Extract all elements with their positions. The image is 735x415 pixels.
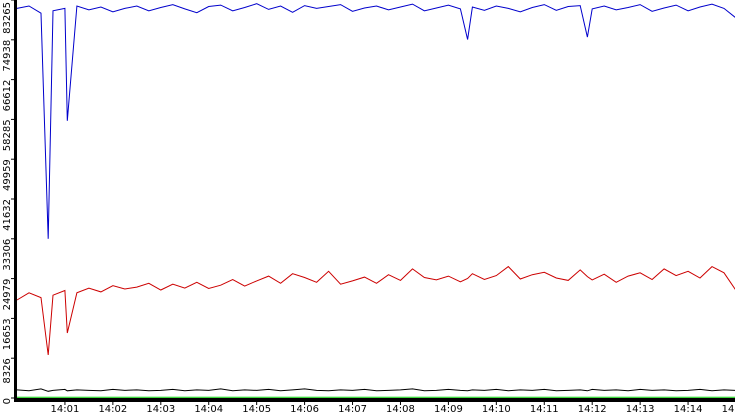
y-tick-label: 74938 — [2, 40, 13, 72]
x-tick-label: 14:08 — [386, 404, 415, 415]
x-axis — [14, 398, 735, 402]
x-tick-label: 14:06 — [290, 404, 319, 415]
y-tick-label: 49959 — [2, 159, 13, 191]
x-tick-label: 14:01 — [51, 404, 80, 415]
x-tick-label: 14:15 — [722, 404, 735, 415]
y-tick-label: 83265 — [2, 2, 13, 34]
x-tick-label: 14:11 — [530, 404, 559, 415]
x-tick-label: 14:07 — [338, 404, 367, 415]
x-tick-label: 14:05 — [242, 404, 271, 415]
x-tick-label: 14:03 — [146, 404, 175, 415]
x-tick-label: 14:02 — [98, 404, 127, 415]
y-tick-label: 0 — [2, 398, 13, 404]
series-line — [16, 3, 735, 239]
x-tick-label: 14:14 — [674, 404, 703, 415]
y-tick-label: 33306 — [2, 239, 13, 271]
x-tick-label: 14:13 — [626, 404, 655, 415]
y-tick-label: 66612 — [2, 80, 13, 112]
y-axis — [14, 0, 17, 401]
x-tick-label: 14:12 — [578, 404, 607, 415]
y-tick-label: 8326 — [2, 358, 13, 383]
x-tick-label: 14:10 — [482, 404, 511, 415]
y-tick-label: 58285 — [2, 119, 13, 151]
series-line — [16, 265, 735, 356]
series-line — [16, 388, 735, 392]
x-tick-label: 14:04 — [194, 404, 223, 415]
y-tick-label: 24979 — [2, 279, 13, 311]
y-tick-label: 16653 — [2, 318, 13, 350]
x-tick-label: 14:09 — [434, 404, 463, 415]
y-tick-label: 41632 — [2, 199, 13, 231]
